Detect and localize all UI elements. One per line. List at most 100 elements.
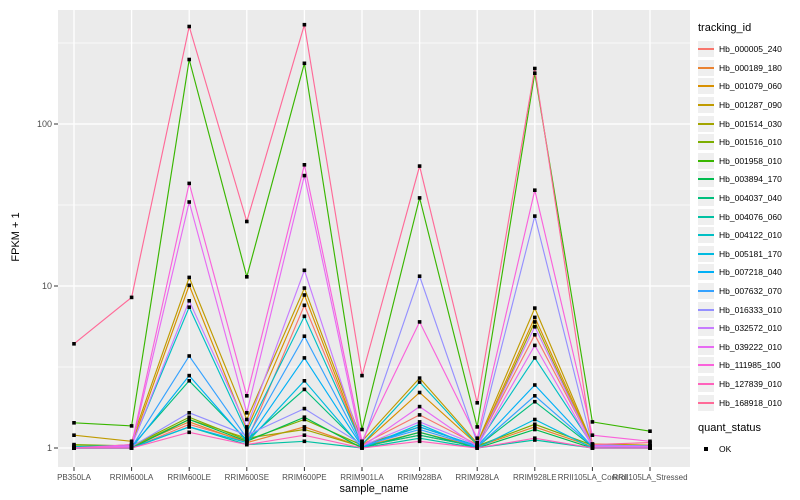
data-point xyxy=(590,446,595,450)
legend-line-icon xyxy=(698,197,714,200)
data-point xyxy=(417,425,422,429)
data-point xyxy=(302,286,307,290)
data-point xyxy=(475,401,479,405)
panel-background xyxy=(58,10,690,467)
legend-key-swatch xyxy=(698,190,714,207)
legend-item-label: Hb_000005_240 xyxy=(719,44,782,55)
legend-item-label: Hb_004076_060 xyxy=(719,211,782,222)
quant-status-item: OK xyxy=(698,440,798,459)
data-point xyxy=(302,425,307,429)
x-tick-label: RRIM600LA xyxy=(109,473,154,482)
data-point xyxy=(417,427,422,432)
data-point xyxy=(187,299,191,303)
data-point xyxy=(360,373,364,378)
data-point xyxy=(360,439,364,444)
data-point xyxy=(129,446,134,450)
legend-line-icon xyxy=(698,364,714,367)
data-point xyxy=(245,433,249,437)
legend-item-label: Hb_001514_030 xyxy=(719,118,782,129)
data-point xyxy=(245,417,249,422)
data-point xyxy=(360,446,364,450)
legend: tracking_id Hb_000005_240 Hb_000189_180 Hb… xyxy=(698,22,798,458)
legend-key-swatch xyxy=(698,115,714,132)
data-point xyxy=(187,411,191,415)
data-point xyxy=(187,422,191,427)
legend-key-swatch xyxy=(698,264,714,281)
data-point xyxy=(245,394,249,398)
legend-item-label: Hb_168918_010 xyxy=(719,397,782,408)
data-point xyxy=(417,380,422,384)
legend-item-label: Hb_001287_090 xyxy=(719,100,782,111)
data-point xyxy=(533,188,537,192)
data-point xyxy=(302,303,307,308)
legend-item: Hb_111985_100 xyxy=(698,356,798,375)
x-tick-label: RRIM928LE xyxy=(513,473,557,482)
data-point xyxy=(187,425,191,429)
data-point xyxy=(129,439,134,444)
data-point xyxy=(590,433,595,437)
legend-key-swatch xyxy=(698,245,714,262)
data-point xyxy=(187,283,191,288)
data-point xyxy=(417,164,422,168)
legend-line-icon xyxy=(698,48,714,51)
y-tick-label: 1 xyxy=(46,443,52,453)
data-point xyxy=(245,427,249,432)
data-point xyxy=(245,430,249,435)
legend-item: Hb_000189_180 xyxy=(698,59,798,78)
legend-line-icon xyxy=(698,382,714,385)
x-tick-label: RRIM928BA xyxy=(397,473,442,482)
legend-key-swatch xyxy=(698,227,714,244)
data-point xyxy=(533,333,537,337)
data-point xyxy=(187,417,191,422)
legend-line-icon xyxy=(698,345,714,348)
data-point xyxy=(417,413,422,417)
legend-key-swatch xyxy=(698,59,714,76)
data-point xyxy=(417,196,422,200)
data-point xyxy=(302,268,307,273)
x-tick-label: RRII105LA_Control xyxy=(557,473,628,482)
data-point xyxy=(417,390,422,395)
data-point xyxy=(475,440,479,445)
data-point xyxy=(533,436,537,440)
y-axis-title: FPKM + 1 xyxy=(10,212,22,262)
x-axis-title: sample_name xyxy=(339,483,409,495)
data-point xyxy=(417,433,422,437)
legend-item-label: Hb_001079_060 xyxy=(719,81,782,92)
legend-item: Hb_004122_010 xyxy=(698,226,798,245)
legend-key-swatch xyxy=(698,152,714,169)
data-point xyxy=(187,415,191,419)
x-tick-label: RRIM600SE xyxy=(224,473,270,482)
x-tick-label: PB350LA xyxy=(57,473,91,482)
data-point xyxy=(417,422,422,427)
legend-line-icon xyxy=(698,308,714,311)
legend-key-swatch xyxy=(698,394,714,411)
legend-key-swatch xyxy=(698,301,714,318)
data-point xyxy=(302,173,307,178)
data-point xyxy=(533,71,537,75)
data-point xyxy=(187,354,191,358)
data-point xyxy=(302,415,307,419)
legend-item: Hb_039222_010 xyxy=(698,338,798,357)
data-point xyxy=(245,436,249,440)
legend-item: Hb_004076_060 xyxy=(698,207,798,226)
data-point xyxy=(648,429,652,433)
data-point xyxy=(533,394,537,398)
legend-line-icon xyxy=(698,85,714,88)
legend-line-icon xyxy=(698,234,714,237)
data-point xyxy=(475,446,479,450)
data-point xyxy=(533,425,537,429)
legend-line-icon xyxy=(698,159,714,162)
legend-key-swatch xyxy=(698,41,714,58)
data-point xyxy=(302,379,307,383)
legend-key-swatch xyxy=(698,283,714,300)
legend-item: Hb_003894_170 xyxy=(698,170,798,189)
x-tick-label: RRII105LA_Stressed xyxy=(612,473,688,482)
legend-line-icon xyxy=(698,327,714,330)
x-tick-label: RRIM600LE xyxy=(167,473,211,482)
legend-item-label: Hb_127839_010 xyxy=(719,378,782,389)
legend-item-label: Hb_032572_010 xyxy=(719,323,782,334)
legend-key-swatch xyxy=(698,441,714,457)
legend-item: Hb_016333_010 xyxy=(698,300,798,319)
data-point xyxy=(590,442,595,447)
